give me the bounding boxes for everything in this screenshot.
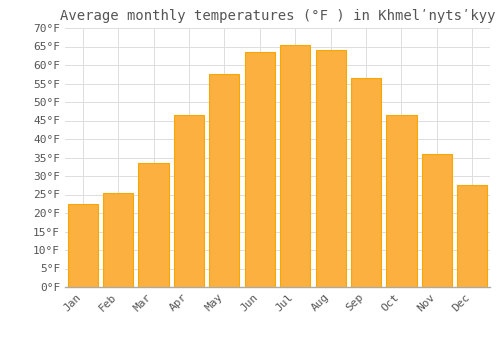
- Bar: [422, 154, 452, 287]
- Bar: [457, 185, 488, 287]
- Bar: [138, 163, 168, 287]
- Title: Average monthly temperatures (°F ) in Khmelʹnytsʹkyy: Average monthly temperatures (°F ) in Kh…: [60, 9, 495, 23]
- Bar: [244, 52, 275, 287]
- Bar: [68, 204, 98, 287]
- Bar: [103, 193, 133, 287]
- Bar: [316, 50, 346, 287]
- Bar: [351, 78, 381, 287]
- Bar: [386, 115, 416, 287]
- Bar: [210, 74, 240, 287]
- Bar: [280, 45, 310, 287]
- Bar: [174, 115, 204, 287]
